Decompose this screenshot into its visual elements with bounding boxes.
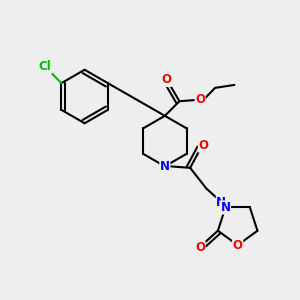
Text: N: N xyxy=(220,201,230,214)
Text: O: O xyxy=(195,93,205,106)
Text: N: N xyxy=(216,196,226,208)
Text: O: O xyxy=(162,74,172,86)
Text: N: N xyxy=(160,160,170,173)
Text: Cl: Cl xyxy=(39,60,52,73)
Text: O: O xyxy=(233,238,243,252)
Text: O: O xyxy=(199,139,208,152)
Text: O: O xyxy=(195,241,205,254)
